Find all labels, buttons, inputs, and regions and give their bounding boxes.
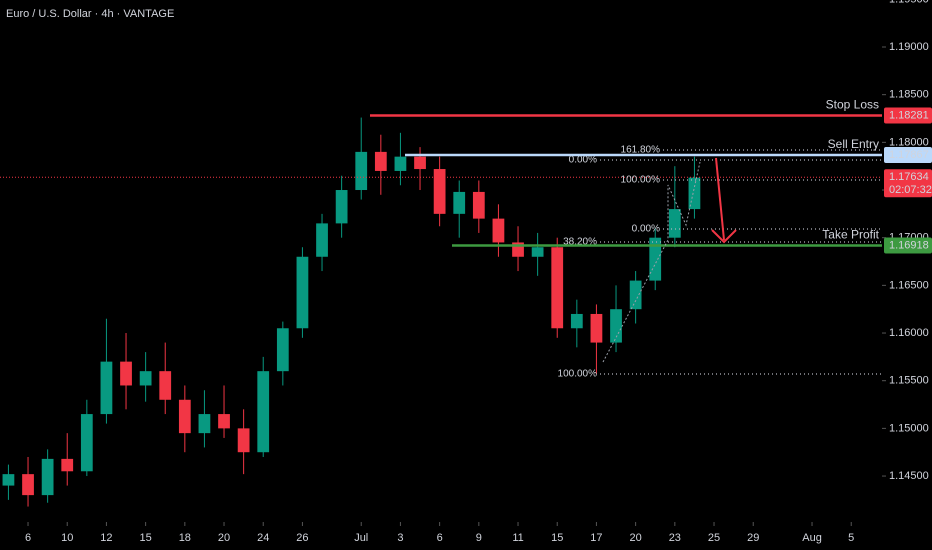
x-tick-label: Aug: [802, 532, 822, 544]
fib-label: 100.00%: [621, 175, 661, 186]
x-tick-label: 26: [296, 532, 308, 544]
level-tag: [884, 107, 932, 124]
x-tick-label: 10: [61, 532, 73, 544]
plot-area: 161.80% 0.00% 100.00% 0.00% 38.20% 100.00% Sto…: [0, 98, 882, 507]
candle-body: [492, 218, 505, 243]
candle-body: [61, 458, 74, 472]
axes: 1.145001.150001.155001.160001.165001.170…: [25, 0, 932, 544]
price-axis: [882, 0, 932, 550]
candle-body: [159, 371, 172, 400]
x-tick-label: 15: [551, 532, 563, 544]
level-name: Sell Entry: [828, 137, 879, 151]
candle-body: [139, 371, 152, 386]
candle-body: [355, 151, 368, 191]
candle-body: [41, 458, 54, 496]
x-tick-label: 23: [669, 532, 681, 544]
x-tick-label: 15: [140, 532, 152, 544]
y-tick-label: 1.16000: [889, 327, 929, 339]
fib-label: 0.00%: [569, 155, 597, 166]
level-price: 1.16918: [889, 239, 929, 251]
y-tick-label: 1.15000: [889, 422, 929, 434]
x-tick-label: 17: [590, 532, 602, 544]
candle-body: [610, 309, 622, 343]
x-tick-label: 12: [100, 532, 112, 544]
level-tag: [884, 237, 932, 254]
fib-label: 38.20%: [563, 237, 597, 248]
x-tick-label: 9: [476, 532, 482, 544]
level-name: Take Profit: [822, 228, 879, 242]
candle-body: [80, 414, 93, 472]
level-name: Stop Loss: [826, 98, 879, 112]
x-tick-label: 20: [630, 532, 642, 544]
x-tick-label: 25: [708, 532, 720, 544]
y-tick-label: 1.19000: [889, 41, 929, 53]
candle-body: [120, 361, 132, 386]
candle-body: [2, 474, 15, 486]
candle-body: [237, 428, 250, 453]
candle-body: [649, 237, 662, 281]
candle-body: [433, 169, 446, 214]
candle-body: [316, 223, 328, 257]
y-tick-label: 1.14500: [889, 470, 929, 482]
y-tick-label: 1.19500: [889, 0, 929, 5]
candle-body: [178, 399, 191, 434]
countdown-label: 02:07:32: [889, 184, 932, 196]
arrow-shaft: [715, 157, 725, 241]
candle-body: [453, 191, 466, 214]
candle-body: [335, 190, 348, 224]
candle-body: [531, 247, 544, 257]
y-tick-label: 1.18500: [889, 89, 929, 101]
candle-body: [590, 313, 603, 343]
candle-body: [22, 474, 34, 496]
x-tick-label: Jul: [354, 532, 368, 544]
level-price: 1.18281: [889, 109, 929, 121]
fib-connector: [602, 161, 701, 363]
candle-body: [394, 156, 407, 171]
forecast-arrow: [711, 157, 737, 244]
x-tick-label: 6: [437, 532, 443, 544]
candle-body: [414, 156, 426, 170]
level-tag: [884, 147, 932, 164]
candle-body: [570, 313, 583, 329]
fib-label: 161.80%: [621, 145, 661, 156]
candle-body: [100, 361, 113, 415]
x-tick-label: 18: [179, 532, 191, 544]
candle-body: [551, 247, 564, 329]
x-tick-label: 11: [512, 532, 523, 544]
x-tick-label: 6: [25, 532, 31, 544]
candle-body: [629, 280, 642, 310]
fib-label: 0.00%: [632, 224, 660, 235]
x-tick-label: 29: [747, 532, 759, 544]
fib-label: 100.00%: [558, 369, 598, 380]
candle-body: [668, 209, 681, 238]
chart-title: Euro / U.S. Dollar · 4h · VANTAGE: [6, 8, 174, 20]
y-tick-label: 1.18000: [889, 136, 929, 148]
candle-body: [512, 242, 524, 257]
candle-body: [276, 328, 289, 372]
current-price-tag: [884, 169, 932, 198]
x-tick-label: 5: [848, 532, 854, 544]
candle-body: [218, 414, 230, 429]
level-price: 1.17867: [889, 149, 929, 161]
candle-body: [296, 256, 309, 329]
candle-body: [198, 414, 211, 434]
candle-body: [374, 151, 387, 171]
x-tick-label: 3: [397, 532, 403, 544]
candle-body: [257, 371, 270, 453]
current-price-label: 1.17634: [889, 171, 929, 183]
candle-body: [688, 177, 701, 210]
x-tick-label: 24: [257, 532, 269, 544]
y-tick-label: 1.15500: [889, 375, 929, 387]
arrow-head: [711, 229, 737, 244]
candle-body: [472, 191, 485, 219]
y-tick-label: 1.16500: [889, 279, 929, 291]
x-tick-label: 20: [218, 532, 230, 544]
